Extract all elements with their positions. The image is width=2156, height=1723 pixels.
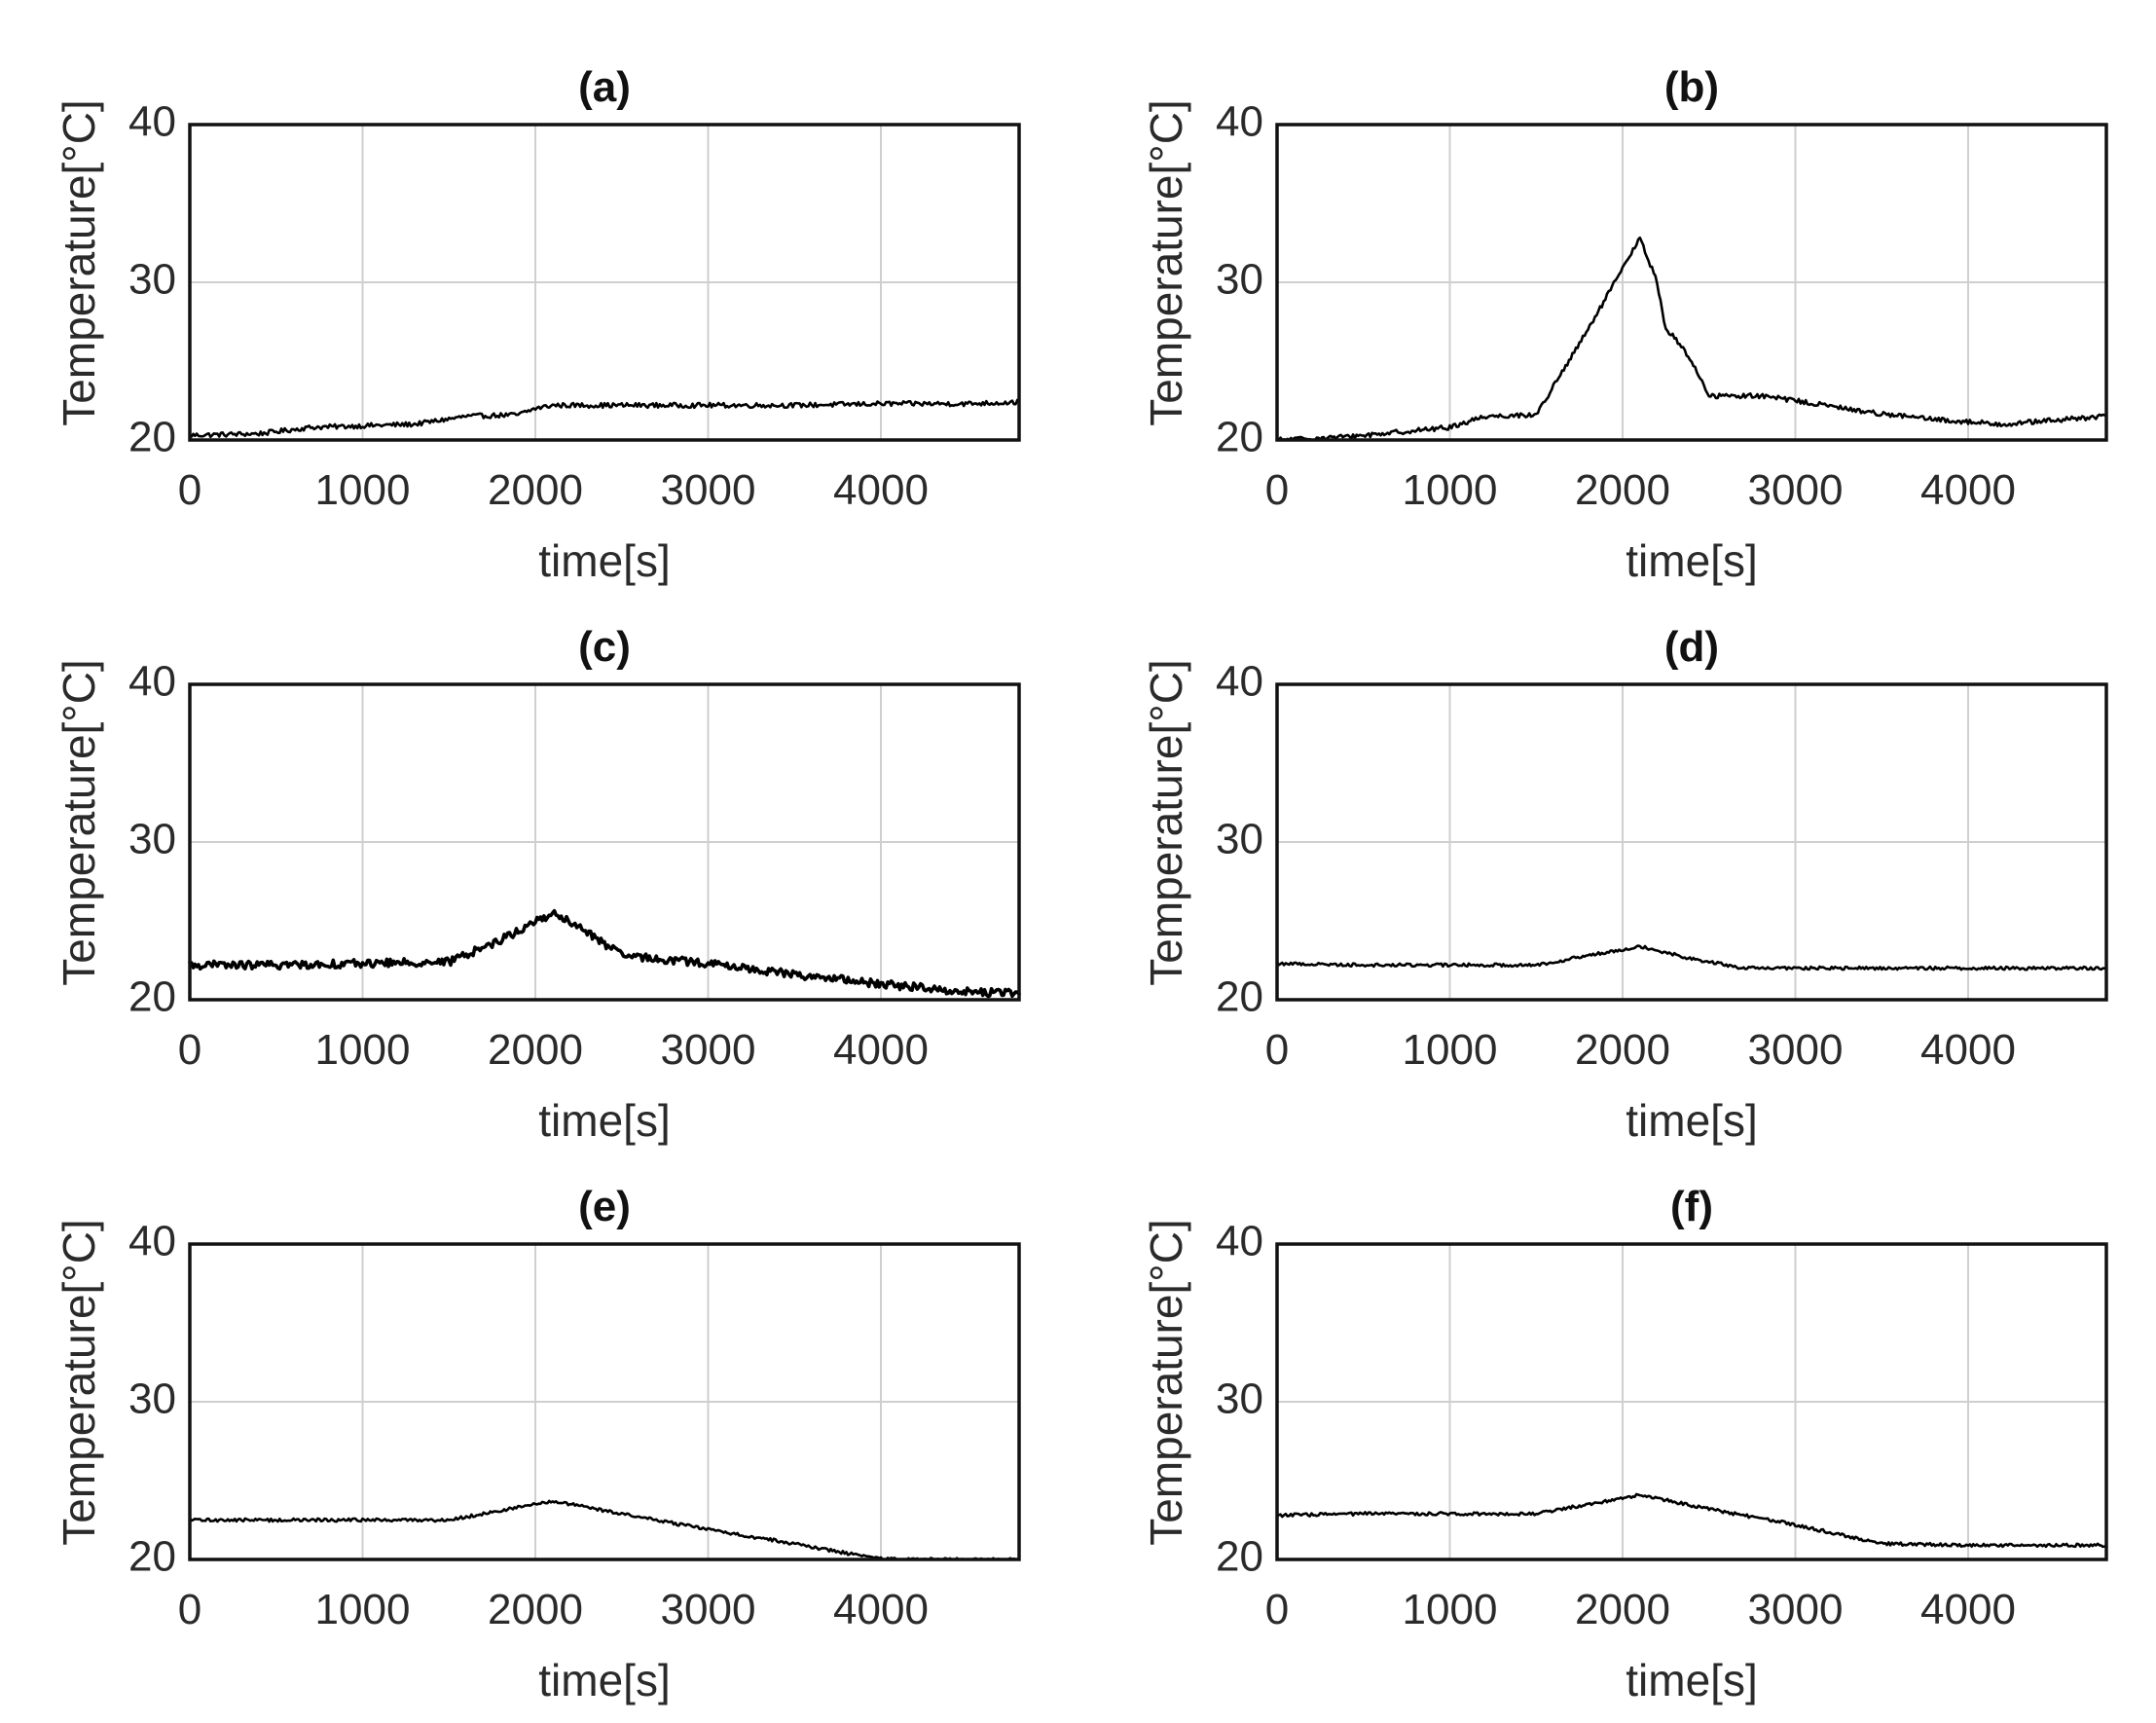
data-series-temperature xyxy=(188,908,1021,999)
x-tick-label: 3000 xyxy=(1748,1586,1844,1633)
y-tick-label: 30 xyxy=(1216,816,1263,863)
axes-frame xyxy=(188,682,1021,1002)
panel-d: 0 1000 2000 3000 4000 20 30 40 (d) time[s] Tempera… xyxy=(1141,623,2108,1146)
axes-frame xyxy=(1275,123,2108,442)
y-tick-label: 30 xyxy=(1216,1375,1263,1423)
y-tick-label: 40 xyxy=(1216,98,1263,146)
axes-frame xyxy=(1275,682,2108,1002)
panel-title: (d) xyxy=(1664,623,1719,671)
x-tick-label: 0 xyxy=(178,466,201,514)
x-axis-label: time[s] xyxy=(1626,1655,1757,1705)
y-tick-label: 20 xyxy=(1216,414,1263,461)
y-tick-label: 40 xyxy=(128,658,176,706)
panel-title: (b) xyxy=(1664,63,1719,111)
panel-e: 0 1000 2000 3000 4000 20 30 40 (e) time[s] Tempera… xyxy=(54,1183,1021,1705)
panel-c: 0 1000 2000 3000 4000 20 30 40 (c) time[s] Tempera… xyxy=(54,623,1021,1146)
axes-frame xyxy=(188,1242,1021,1561)
x-tick-label: 0 xyxy=(178,1586,201,1633)
x-axis-label: time[s] xyxy=(1626,535,1757,586)
x-tick-label: 2000 xyxy=(1575,1586,1670,1633)
x-tick-label: 1000 xyxy=(1403,1026,1498,1074)
x-tick-label: 3000 xyxy=(1748,1026,1844,1074)
x-tick-label: 3000 xyxy=(661,1026,756,1074)
x-axis-label: time[s] xyxy=(538,1655,670,1705)
y-tick-label: 20 xyxy=(128,1533,176,1581)
x-tick-label: 2000 xyxy=(488,1586,583,1633)
y-axis-label: Temperature[°C] xyxy=(1141,99,1191,425)
axes-frame xyxy=(1275,1242,2108,1561)
y-tick-label: 40 xyxy=(1216,1218,1263,1265)
x-tick-label: 2000 xyxy=(488,1026,583,1074)
x-tick-label: 1000 xyxy=(1403,466,1498,514)
x-tick-label: 1000 xyxy=(315,1026,411,1074)
panel-title: (a) xyxy=(578,63,631,111)
x-tick-label: 0 xyxy=(1265,466,1289,514)
y-tick-label: 40 xyxy=(128,98,176,146)
x-tick-label: 1000 xyxy=(1403,1586,1498,1633)
y-axis-label: Temperature[°C] xyxy=(54,1219,104,1545)
x-axis-label: time[s] xyxy=(538,535,670,586)
y-tick-label: 20 xyxy=(1216,973,1263,1021)
x-tick-label: 2000 xyxy=(488,466,583,514)
x-tick-label: 3000 xyxy=(661,466,756,514)
x-tick-label: 4000 xyxy=(833,466,929,514)
panel-title: (f) xyxy=(1670,1183,1713,1230)
axes-frame xyxy=(188,123,1021,442)
y-tick-label: 40 xyxy=(1216,658,1263,706)
y-tick-label: 20 xyxy=(128,414,176,461)
y-tick-label: 30 xyxy=(128,1375,176,1423)
y-tick-label: 40 xyxy=(128,1218,176,1265)
y-tick-label: 20 xyxy=(128,973,176,1021)
y-tick-label: 30 xyxy=(128,816,176,863)
panel-a: 0 1000 2000 3000 4000 20 30 40 (a) time[s] Tempera… xyxy=(54,63,1021,586)
panel-f: 0 1000 2000 3000 4000 20 30 40 (f) time[s] Tempera… xyxy=(1141,1183,2108,1705)
x-tick-label: 4000 xyxy=(1920,466,2016,514)
x-tick-label: 2000 xyxy=(1575,466,1670,514)
x-tick-label: 4000 xyxy=(1920,1026,2016,1074)
y-axis-label: Temperature[°C] xyxy=(54,659,104,985)
x-tick-label: 2000 xyxy=(1575,1026,1670,1074)
y-axis-label: Temperature[°C] xyxy=(1141,1219,1191,1545)
x-tick-label: 4000 xyxy=(833,1026,929,1074)
x-axis-label: time[s] xyxy=(538,1095,670,1146)
y-axis-label: Temperature[°C] xyxy=(1141,659,1191,985)
x-tick-label: 0 xyxy=(1265,1026,1289,1074)
data-series-temperature xyxy=(1275,1492,2108,1549)
y-tick-label: 30 xyxy=(128,256,176,304)
x-tick-label: 3000 xyxy=(1748,466,1844,514)
panel-title: (c) xyxy=(578,623,631,671)
y-axis-label: Temperature[°C] xyxy=(54,99,104,425)
y-tick-label: 20 xyxy=(1216,1533,1263,1581)
x-tick-label: 4000 xyxy=(1920,1586,2016,1633)
x-tick-label: 1000 xyxy=(315,466,411,514)
x-tick-label: 1000 xyxy=(315,1586,411,1633)
panel-b: 0 1000 2000 3000 4000 20 30 40 (b) time[s] Tempera… xyxy=(1141,63,2108,586)
data-series-temperature xyxy=(1275,236,2108,442)
data-series-temperature xyxy=(188,1499,1021,1561)
x-tick-label: 0 xyxy=(1265,1586,1289,1633)
x-tick-label: 0 xyxy=(178,1026,201,1074)
data-series-temperature xyxy=(188,398,1021,439)
y-tick-label: 30 xyxy=(1216,256,1263,304)
data-series-temperature xyxy=(1275,944,2108,971)
x-tick-label: 4000 xyxy=(833,1586,929,1633)
x-axis-label: time[s] xyxy=(1626,1095,1757,1146)
x-tick-label: 3000 xyxy=(661,1586,756,1633)
panel-title: (e) xyxy=(578,1183,631,1230)
